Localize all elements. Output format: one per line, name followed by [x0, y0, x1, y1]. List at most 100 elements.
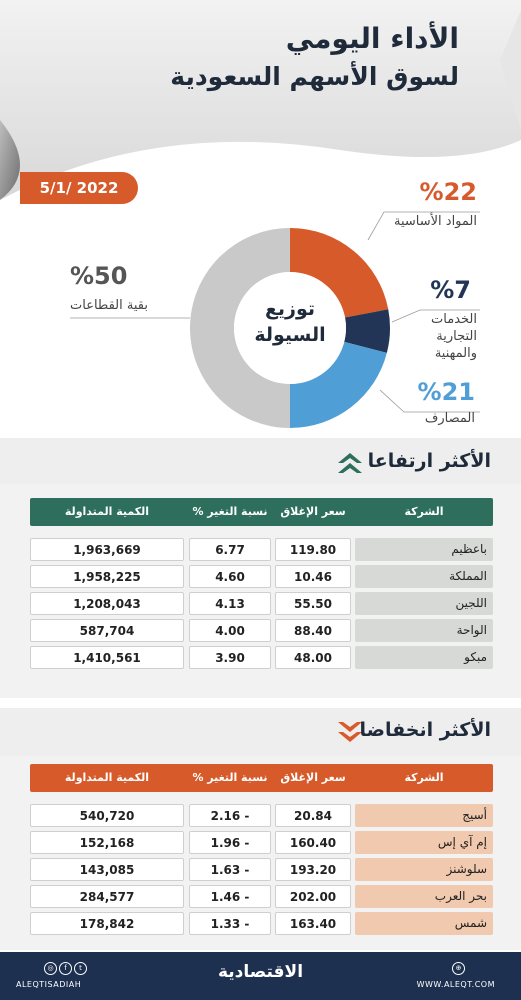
losers-cell-name: شمس [355, 912, 493, 935]
date-badge: 5/1/ 2022 [20, 172, 138, 204]
gainers-cell-name: اللجين [355, 592, 493, 615]
losers-cell-name: أسيج [355, 804, 493, 827]
instagram-icon[interactable]: ◎ [44, 962, 57, 975]
gainers-title-band [0, 438, 521, 484]
gainers-cell-name: مبكو [355, 646, 493, 669]
gainers-cell-name: المملكة [355, 565, 493, 588]
losers-cell-name: سلوشنز [355, 858, 493, 881]
losers-table-row: 178,842 1.33 -163.40 شمس [30, 912, 493, 935]
gainers-cell-volume: 1,410,561 [30, 646, 184, 669]
leader-line-services [391, 309, 480, 323]
slice-other [190, 228, 290, 428]
gainers-cell-volume: 1,208,043 [30, 592, 184, 615]
losers-cell-change: 1.33 - [189, 912, 271, 935]
liquidity-donut-chart [70, 211, 480, 428]
donut-center-line-2: السيولة [254, 324, 326, 346]
up-arrows-icon [338, 453, 362, 473]
gainers-cell-name: الواحة [355, 619, 493, 642]
losers-cell-volume: 178,842 [30, 912, 184, 935]
gainers-cell-close: 10.46 [275, 565, 351, 588]
gainers-cell-change: 4.13 [189, 592, 271, 615]
label-services-line-2: التجارية [436, 329, 477, 344]
gainers-cell-name: باعظيم [355, 538, 493, 561]
slice-services [344, 309, 390, 353]
label-other-pct: %50 [70, 262, 128, 290]
label-banks-name: المصارف [424, 411, 475, 426]
gainers-cell-volume: 587,704 [30, 619, 184, 642]
gainers-cell-change: 3.90 [189, 646, 271, 669]
label-materials-pct: %22 [419, 178, 477, 206]
gainers-cell-close: 48.00 [275, 646, 351, 669]
slice-materials [290, 228, 389, 318]
footer-website[interactable]: WWW.ALEQT.COM [416, 980, 495, 989]
losers-cell-change: 2.16 - [189, 804, 271, 827]
losers-cell-close: 202.00 [275, 885, 351, 908]
slice-banks [290, 341, 387, 428]
gainers-table-row: 1,958,225 4.60 10.46 المملكة [30, 565, 493, 588]
down-arrows-icon [338, 722, 362, 742]
gainers-cell-change: 6.77 [189, 538, 271, 561]
losers-table-row: 152,168 1.96 -160.40 إم آي إس [30, 831, 493, 854]
losers-cell-volume: 143,085 [30, 858, 184, 881]
losers-cell-name: بحر العرب [355, 885, 493, 908]
losers-cell-volume: 152,168 [30, 831, 184, 854]
losers-column-header: نسبة التغير % [192, 771, 268, 784]
losers-cell-close: 160.40 [275, 831, 351, 854]
leader-line-materials [367, 211, 480, 241]
losers-cell-change: 1.96 - [189, 831, 271, 854]
losers-cell-volume: 540,720 [30, 804, 184, 827]
losers-table: الكمية المتداولة نسبة التغير % سعر الإغلاق… [30, 764, 493, 944]
label-other-name: بقية القطاعات [70, 298, 148, 313]
losers-cell-change: 1.63 - [189, 858, 271, 881]
donut-center-title: توزيع السيولة [236, 296, 344, 348]
losers-title: الأكثر انخفاضا [359, 719, 491, 741]
gainers-table: الكمية المتداولة نسبة التغير % سعر الإغلاق… [30, 498, 493, 678]
gainers-table-row: 1,410,561 3.90 48.00 مبكو [30, 646, 493, 669]
gainers-cell-volume: 1,963,669 [30, 538, 184, 561]
facebook-icon[interactable]: f [59, 962, 72, 975]
losers-table-header: الكمية المتداولة نسبة التغير % سعر الإغلاق… [30, 764, 493, 792]
label-services-line-1: الخدمات [431, 312, 477, 327]
footer-logo: الاقتصادية [217, 962, 304, 982]
label-services-line-3: والمهنية [434, 346, 477, 361]
title-line-2: لسوق الأسهم السعودية [170, 62, 459, 91]
losers-table-row: 143,085 1.63 -193.20 سلوشنز [30, 858, 493, 881]
gainers-table-row: 587,704 4.00 88.40 الواحة [30, 619, 493, 642]
gainers-cell-change: 4.00 [189, 619, 271, 642]
gainers-column-header: سعر الإغلاق [280, 505, 346, 518]
gainers-cell-volume: 1,958,225 [30, 565, 184, 588]
gainers-column-header: الكمية المتداولة [64, 505, 150, 518]
losers-cell-close: 163.40 [275, 912, 351, 935]
gainers-table-row: 1,963,669 6.77 119.80 باعظيم [30, 538, 493, 561]
losers-table-row: 284,577 1.46 -202.00 بحر العرب [30, 885, 493, 908]
gainers-cell-close: 88.40 [275, 619, 351, 642]
losers-cell-change: 1.46 - [189, 885, 271, 908]
losers-title-band [0, 708, 521, 756]
label-services-pct: %7 [430, 276, 471, 304]
globe-icon[interactable]: ⊕ [452, 962, 465, 975]
losers-cell-name: إم آي إس [355, 831, 493, 854]
losers-cell-volume: 284,577 [30, 885, 184, 908]
footer: ◎ f t ALEQTISADIAH الاقتصادية ⊕ WWW.ALEQ… [0, 952, 521, 1000]
donut-hole [234, 272, 346, 384]
label-banks-pct: %21 [417, 378, 475, 406]
gainers-table-row: 1,208,043 4.13 55.50 اللجين [30, 592, 493, 615]
gainers-title: الأكثر ارتفاعا [367, 450, 491, 472]
label-materials-name: المواد الأساسية [393, 214, 477, 229]
gainers-table-header: الكمية المتداولة نسبة التغير % سعر الإغلاق… [30, 498, 493, 526]
losers-table-row: 540,720 2.16 -20.84 أسيج [30, 804, 493, 827]
title-line-1: الأداء اليومي [285, 22, 459, 55]
gainers-cell-close: 55.50 [275, 592, 351, 615]
losers-column-header: الشركة [404, 771, 444, 784]
twitter-icon[interactable]: t [74, 962, 87, 975]
losers-column-header: الكمية المتداولة [64, 771, 150, 784]
losers-cell-close: 193.20 [275, 858, 351, 881]
footer-handle: ALEQTISADIAH [16, 980, 82, 989]
losers-cell-close: 20.84 [275, 804, 351, 827]
donut-center-line-1: توزيع [264, 298, 316, 320]
gainers-column-header: الشركة [404, 505, 444, 518]
gainers-column-header: نسبة التغير % [192, 505, 268, 518]
gainers-cell-close: 119.80 [275, 538, 351, 561]
leader-line-banks [379, 389, 480, 413]
